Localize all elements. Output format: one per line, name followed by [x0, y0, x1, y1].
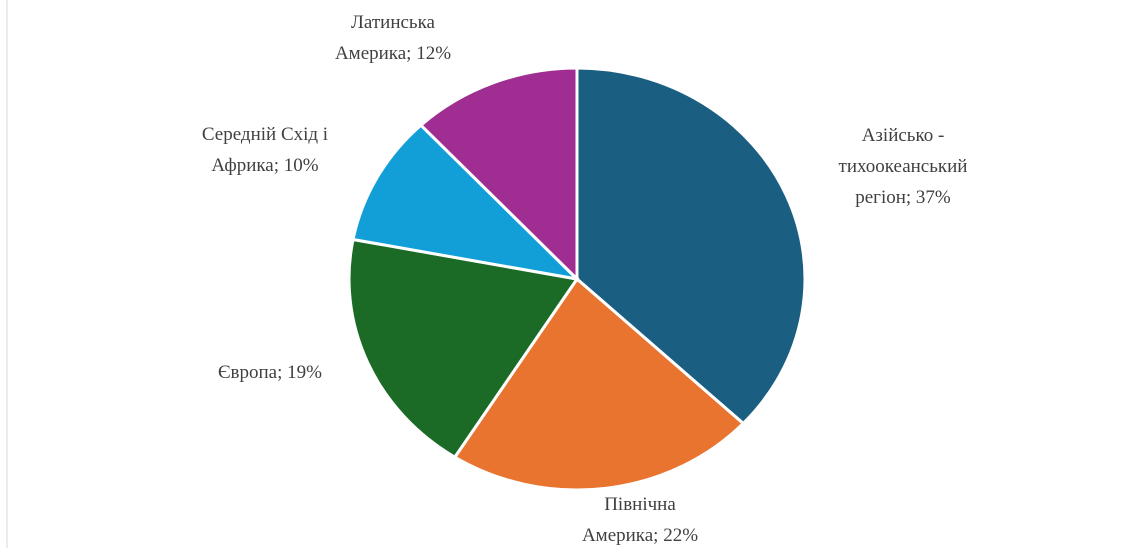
pie-slice [418, 66, 579, 283]
pie-slice [452, 276, 746, 492]
data-label: Азійсько -тихоокеанський регіон; 37% [839, 125, 968, 208]
pie [347, 66, 807, 492]
data-label: Північна Америка; 22% [582, 494, 698, 546]
data-label: Середній Схід і Африка; 10% [202, 124, 328, 176]
pie-slice [347, 237, 580, 460]
data-labels: Азійсько -тихоокеанський регіон; 37% Півні… [202, 12, 968, 546]
pie-slice [575, 66, 807, 426]
data-label: Європа; 19% [218, 362, 322, 383]
pie-slice [351, 123, 582, 282]
data-label: Латинська Америка; 12% [335, 12, 451, 64]
